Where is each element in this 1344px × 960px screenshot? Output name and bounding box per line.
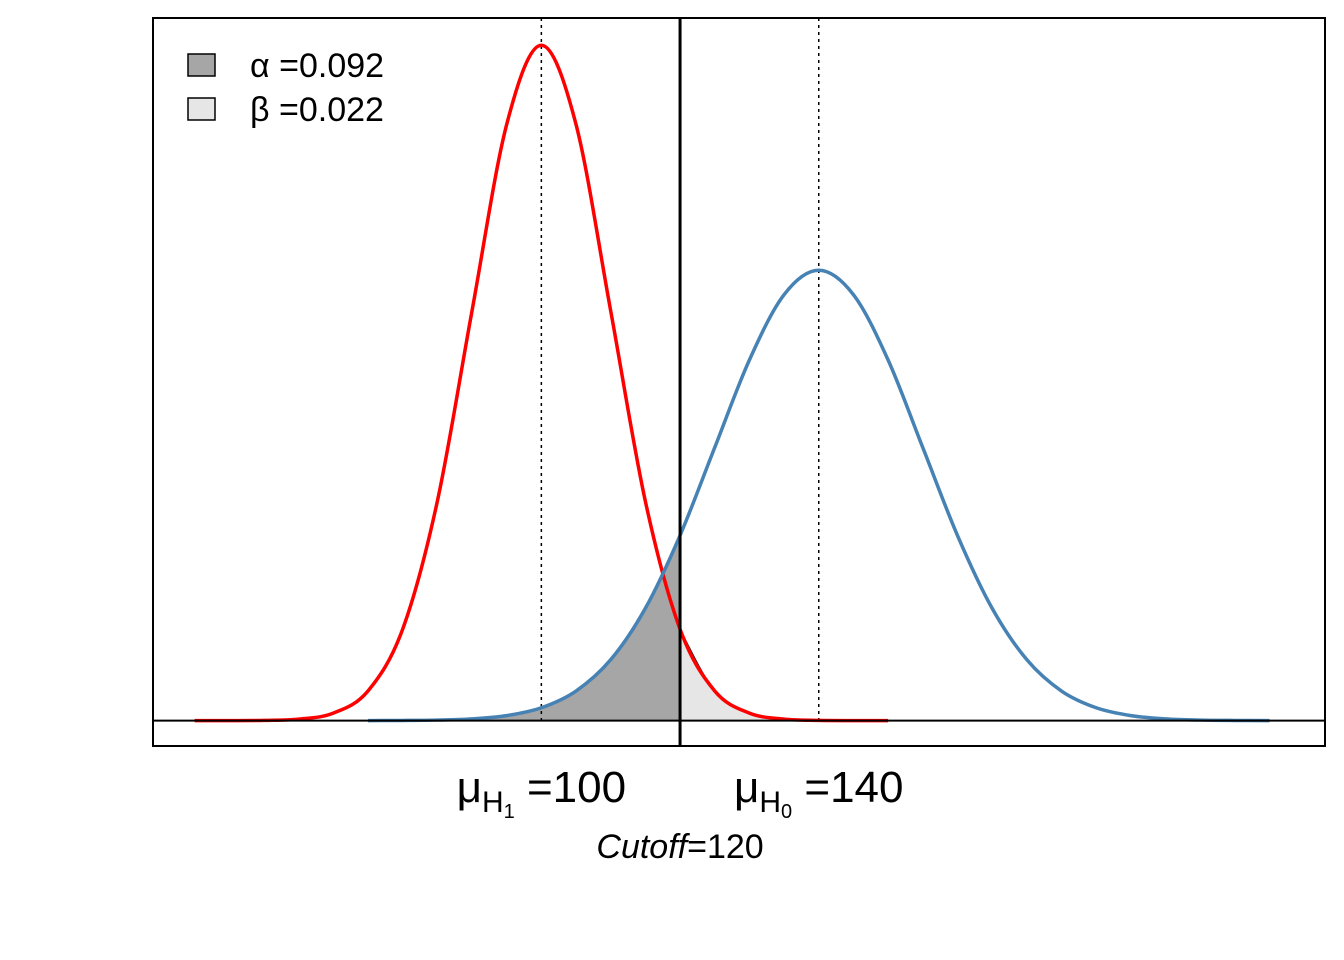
legend-label: β =0.022	[250, 91, 384, 129]
legend-swatch	[187, 97, 216, 121]
mean-value-label: =100	[515, 763, 626, 812]
mean-subscript: H	[482, 786, 504, 819]
mean-symbol: μ	[734, 763, 759, 812]
mean-subsubscript: 0	[781, 801, 792, 823]
mean-subsubscript: 1	[504, 801, 515, 823]
legend-label: α =0.092	[250, 47, 384, 85]
plot-frame	[152, 17, 1326, 747]
mean-label: μH0 =140	[734, 763, 904, 823]
density-curve	[194, 43, 889, 723]
mean-subscript: H	[759, 786, 781, 819]
density-curve	[367, 268, 1270, 723]
mean-value-label: =140	[792, 763, 903, 812]
cutoff-value-label: =120	[687, 828, 764, 866]
mean-symbol: μ	[457, 763, 482, 812]
legend-swatch	[187, 53, 216, 77]
cutoff-label: Cutoff=120	[596, 828, 763, 866]
cutoff-name: Cutoff	[596, 828, 690, 866]
mean-label: μH1 =100	[457, 763, 627, 823]
